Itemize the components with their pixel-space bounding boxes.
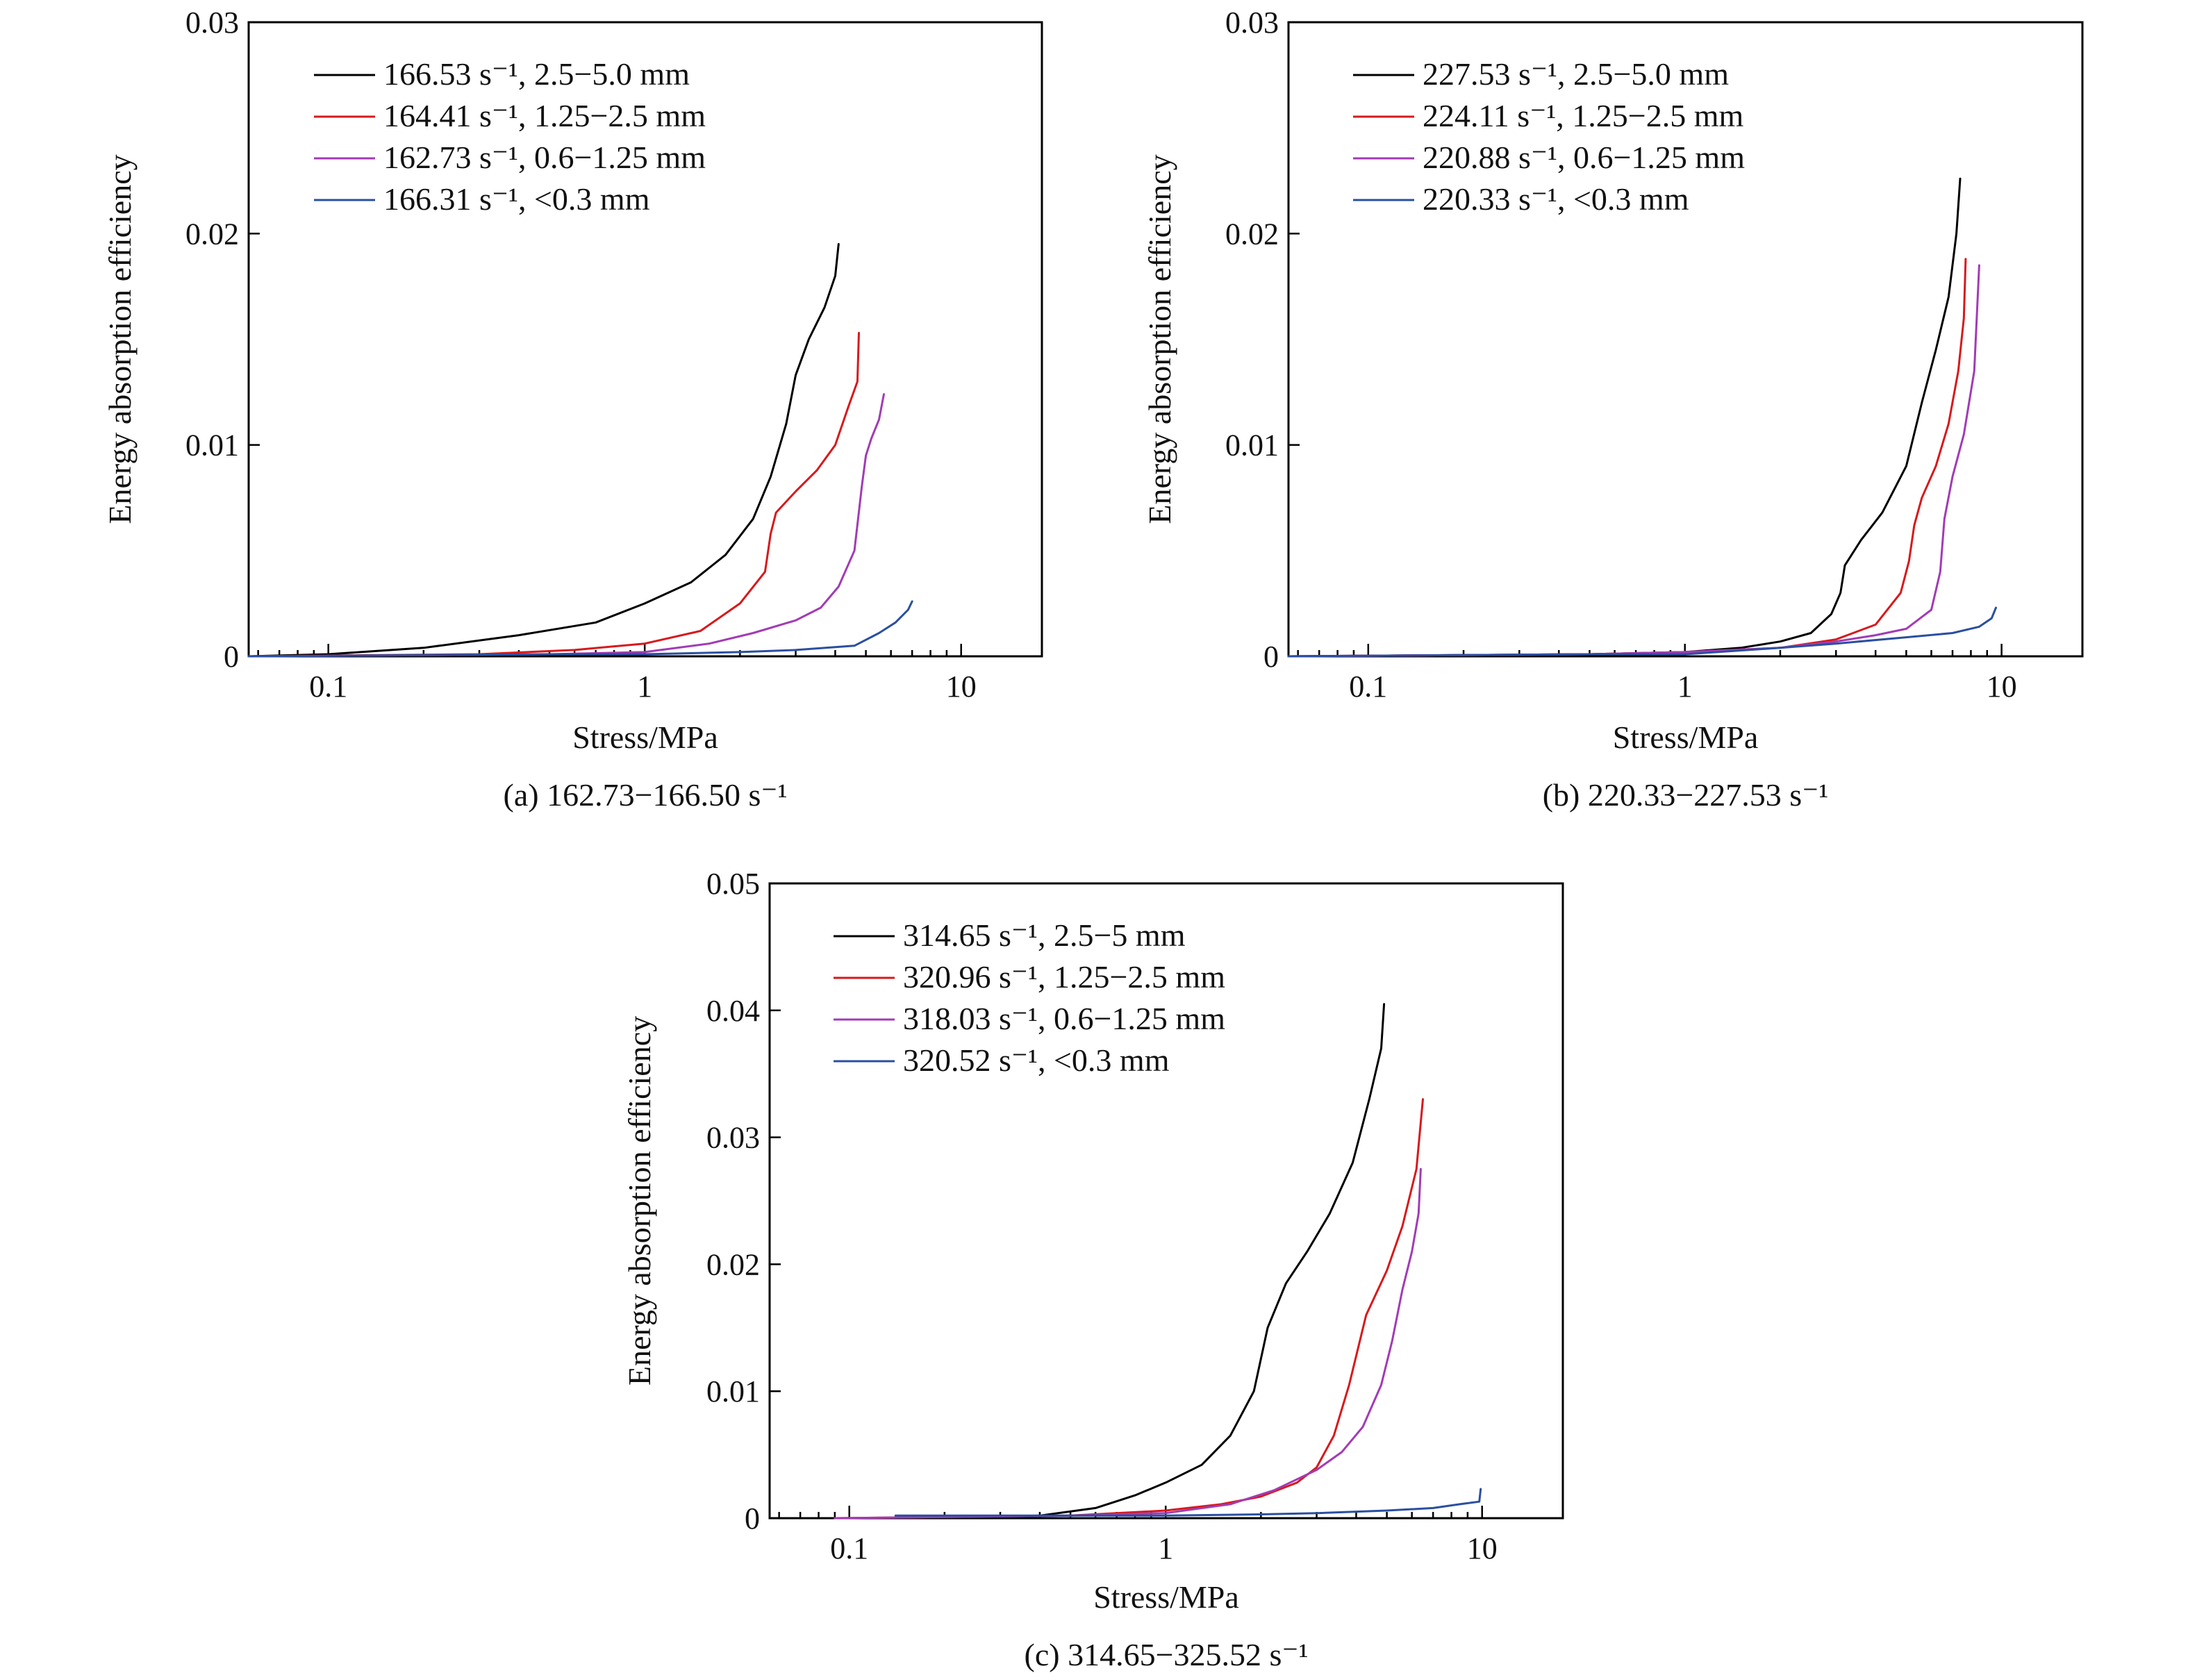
series-line-1 <box>247 243 840 658</box>
legend-label: 162.73 s⁻¹, 0.6−1.25 mm <box>383 140 706 175</box>
legend-label: 314.65 s⁻¹, 2.5−5 mm <box>903 917 1186 953</box>
legend-label: 227.53 s⁻¹, 2.5−5.0 mm <box>1423 56 1729 92</box>
series-line-2 <box>247 331 860 658</box>
chart-panel-b: 0 0.01 0.02 0.03 0.1 1 10 Stress/MPa Energy abso… <box>1142 6 2084 813</box>
y-tick-label: 0.02 <box>1225 217 1279 251</box>
series-line-1 <box>894 1003 1386 1518</box>
legend-label: 320.52 s⁻¹, <0.3 mm <box>903 1042 1170 1078</box>
series-line-2 <box>1287 258 1967 658</box>
legend-label: 166.31 s⁻¹, <0.3 mm <box>383 181 650 217</box>
panel-caption: (c) 314.65−325.52 s⁻¹ <box>1025 1637 1309 1672</box>
y-tick-label: 0 <box>224 640 239 674</box>
series-line-3 <box>1287 264 1980 658</box>
legend: 314.65 s⁻¹, 2.5−5 mm 320.96 s⁻¹, 1.25−2.5… <box>834 917 1225 1078</box>
legend-label: 318.03 s⁻¹, 0.6−1.25 mm <box>903 1001 1225 1036</box>
series-line-3 <box>834 1167 1422 1520</box>
legend-label: 224.11 s⁻¹, 1.25−2.5 mm <box>1423 98 1743 133</box>
legend: 166.53 s⁻¹, 2.5−5.0 mm 164.41 s⁻¹, 1.25−2… <box>314 56 706 217</box>
y-tick-label: 0.01 <box>706 1374 760 1408</box>
legend-label: 320.96 s⁻¹, 1.25−2.5 mm <box>903 959 1225 995</box>
y-tick-label: 0 <box>745 1502 760 1536</box>
y-tick-label: 0.01 <box>185 429 239 463</box>
x-axis-title: Stress/MPa <box>572 720 718 755</box>
y-axis-title: Energy absorption efficiency <box>1142 154 1177 524</box>
y-tick-label: 0.01 <box>1225 429 1279 463</box>
y-tick-label: 0.03 <box>185 6 239 40</box>
x-tick-label: 10 <box>1467 1531 1498 1565</box>
x-tick-label: 10 <box>946 669 977 704</box>
legend: 227.53 s⁻¹, 2.5−5.0 mm 224.11 s⁻¹, 1.25−2… <box>1353 56 1745 217</box>
chart-panel-c: 0 0.01 0.02 0.03 0.04 0.05 0.1 1 10 Stress/MPa Ene… <box>622 867 1564 1672</box>
panel-caption: (b) 220.33−227.53 s⁻¹ <box>1543 777 1829 813</box>
legend-label: 220.88 s⁻¹, 0.6−1.25 mm <box>1423 140 1745 175</box>
chart-panel-a: 0 0.01 0.02 0.03 0.1 1 10 Stress/MPa Energy abso… <box>102 6 1043 813</box>
x-tick-label: 0.1 <box>830 1531 868 1565</box>
series-line-3 <box>247 393 885 658</box>
x-axis-title: Stress/MPa <box>1093 1579 1239 1615</box>
x-tick-label: 1 <box>1158 1531 1173 1565</box>
y-tick-label: 0.04 <box>706 994 760 1028</box>
x-tick-label: 1 <box>1677 669 1693 704</box>
series-line-1 <box>1287 177 1962 658</box>
y-tick-label: 0.05 <box>706 867 760 901</box>
series-line-2 <box>834 1098 1424 1520</box>
legend-label: 164.41 s⁻¹, 1.25−2.5 mm <box>383 98 706 133</box>
y-axis-title: Energy absorption efficiency <box>622 1016 657 1386</box>
legend-label: 166.53 s⁻¹, 2.5−5.0 mm <box>383 56 690 92</box>
y-tick-label: 0.02 <box>185 217 239 251</box>
x-tick-label: 0.1 <box>1349 669 1387 704</box>
y-axis-title: Energy absorption efficiency <box>102 154 138 524</box>
y-tick-label: 0.03 <box>706 1121 760 1155</box>
x-axis-title: Stress/MPa <box>1613 720 1759 755</box>
x-tick-label: 1 <box>637 669 652 704</box>
series-line-4 <box>894 1488 1482 1517</box>
panel-caption: (a) 162.73−166.50 s⁻¹ <box>504 777 788 813</box>
x-tick-label: 0.1 <box>309 669 347 704</box>
series-line-4 <box>1287 606 1997 658</box>
legend-label: 220.33 s⁻¹, <0.3 mm <box>1423 181 1689 217</box>
x-tick-label: 10 <box>1987 669 2017 704</box>
y-tick-label: 0.03 <box>1225 6 1279 40</box>
y-tick-label: 0.02 <box>706 1247 760 1281</box>
y-tick-label: 0 <box>1263 640 1279 674</box>
series-line-4 <box>247 600 913 658</box>
